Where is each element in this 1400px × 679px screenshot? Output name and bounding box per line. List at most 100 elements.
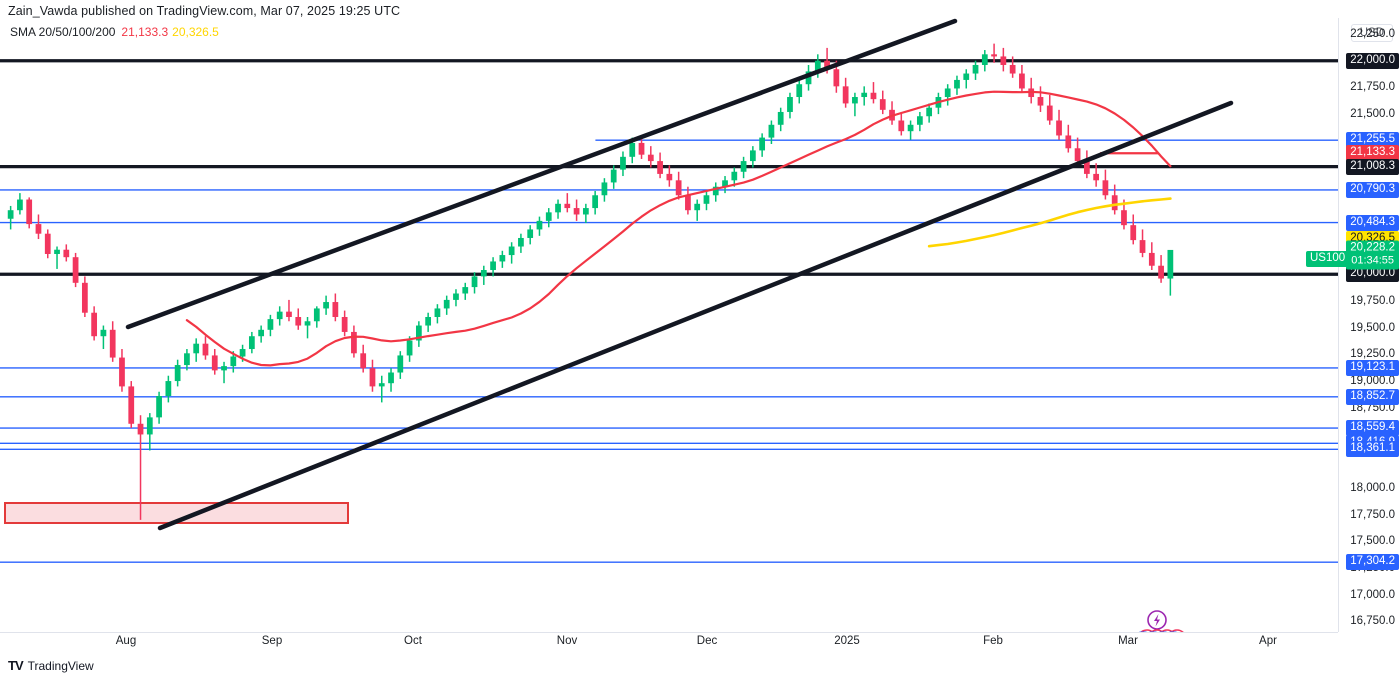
price-tick: 22,250.0 — [1350, 28, 1395, 41]
candle-body — [128, 386, 135, 424]
candle-body — [518, 237, 524, 247]
price-label-20,790.3[interactable]: 20,790.3 — [1346, 181, 1399, 198]
time-tick: Dec — [696, 635, 718, 647]
chart-canvas — [0, 18, 1338, 632]
candle-body — [666, 173, 673, 181]
price-tick: 19,000.0 — [1350, 375, 1395, 388]
candle-body — [907, 124, 914, 132]
indicator-legend-label: SMA 20/50/100/200 — [10, 25, 116, 39]
candle-body — [1037, 97, 1044, 106]
candle-body — [879, 99, 886, 110]
last-price-label[interactable]: 20,228.2 01:34:55 — [1346, 240, 1399, 270]
candle-body — [536, 220, 543, 230]
time-tick: Apr — [1259, 635, 1277, 647]
candle-body — [1139, 240, 1146, 253]
candle-body — [508, 246, 515, 256]
candle-body — [286, 311, 292, 317]
price-label-21,133.3[interactable]: 21,133.3 — [1346, 145, 1399, 162]
candle-body — [499, 255, 506, 262]
candle-body — [267, 319, 274, 330]
ticker-flag: US100 — [1306, 250, 1350, 267]
price-label-20,000.0[interactable]: 20,000.0 — [1346, 266, 1399, 283]
candle-body — [341, 316, 348, 332]
time-axis[interactable]: Aug Sep Oct Nov Dec 2025 Feb Mar Apr — [0, 632, 1338, 655]
candle-body — [323, 302, 329, 309]
chart-plot-area[interactable] — [0, 18, 1338, 632]
candle-body — [592, 195, 599, 209]
candle-body — [833, 69, 840, 87]
candle-body — [657, 161, 663, 174]
candle-body — [898, 120, 905, 132]
candle-body — [1065, 135, 1072, 149]
price-label-19,123.1[interactable]: 19,123.1 — [1346, 359, 1399, 376]
candle-body — [647, 154, 654, 162]
time-tick: Oct — [404, 635, 422, 647]
candle-body — [7, 210, 14, 219]
candle-body — [870, 92, 877, 100]
price-label-21,008.3[interactable]: 21,008.3 — [1346, 158, 1399, 175]
candle-body — [221, 366, 227, 371]
price-label-22,000.0[interactable]: 22,000.0 — [1346, 52, 1399, 69]
price-tick: 16,750.0 — [1350, 615, 1395, 628]
currency-badge: USD — [1350, 24, 1393, 42]
price-label-18,559.4[interactable]: 18,559.4 — [1346, 420, 1399, 437]
candle-body — [722, 180, 728, 187]
sma-slow-line — [927, 197, 1172, 248]
candle-body — [295, 316, 302, 326]
candle-body — [545, 212, 552, 221]
candle-body — [620, 156, 626, 170]
candle-body — [1074, 148, 1081, 162]
candle-body — [1130, 225, 1137, 241]
candle-body — [81, 282, 88, 313]
candle-body — [332, 302, 339, 317]
candle-body — [26, 199, 33, 225]
tradingview-brand-name: TradingView — [27, 658, 94, 673]
price-axis[interactable]: USD 22,250.0 21,750.0 21,500.0 19,750.0 19,5… — [1338, 18, 1400, 632]
candle-body — [35, 224, 42, 234]
candle-body — [527, 229, 534, 238]
candle-body — [202, 343, 209, 356]
candle-body — [360, 353, 367, 369]
time-tick: Feb — [983, 635, 1003, 647]
tradingview-logo-icon: TV — [8, 658, 24, 673]
candle-body — [1009, 64, 1016, 74]
candle-body — [63, 249, 70, 258]
candle-body — [211, 355, 218, 371]
candle-body — [842, 86, 849, 104]
candle-body — [248, 336, 255, 350]
indicator-legend[interactable]: SMA 20/50/100/200 21,133.3 20,326.5 — [10, 25, 219, 39]
candle-body — [787, 97, 793, 112]
candle-body — [230, 356, 237, 367]
price-tick: 17,500.0 — [1350, 535, 1395, 548]
price-tick: 19,750.0 — [1350, 294, 1395, 307]
candle-body — [1148, 252, 1155, 266]
candle-body — [1046, 105, 1053, 121]
price-label-21,255.5[interactable]: 21,255.5 — [1346, 132, 1399, 149]
tradingview-brand: TV TradingView — [8, 658, 94, 673]
candle-body — [276, 311, 283, 320]
candle-body — [378, 383, 385, 387]
candle-body — [638, 142, 645, 155]
price-label-18,852.7[interactable]: 18,852.7 — [1346, 388, 1399, 405]
candle-body — [1093, 173, 1100, 181]
price-label-20,484.3[interactable]: 20,484.3 — [1346, 214, 1399, 231]
candle-body — [480, 270, 487, 277]
candle-body — [694, 203, 701, 211]
candle-body — [1167, 249, 1174, 279]
price-label-18,361.1[interactable]: 18,361.1 — [1346, 441, 1399, 458]
candle-body — [184, 353, 190, 366]
candle-body — [805, 71, 812, 85]
candle-body — [1158, 265, 1164, 279]
candle-body — [861, 92, 868, 98]
candle-body — [991, 54, 997, 57]
price-label-17,304.2[interactable]: 17,304.2 — [1346, 554, 1399, 571]
candle-body — [796, 84, 803, 98]
candle-body — [555, 203, 561, 213]
candle-body — [304, 321, 311, 326]
us-flag-icon — [1169, 629, 1184, 632]
candle-body — [1083, 161, 1090, 174]
candle-body — [981, 54, 988, 65]
economic-events-group — [1139, 610, 1184, 632]
candle-body — [1121, 210, 1127, 226]
time-tick: 2025 — [834, 635, 860, 647]
